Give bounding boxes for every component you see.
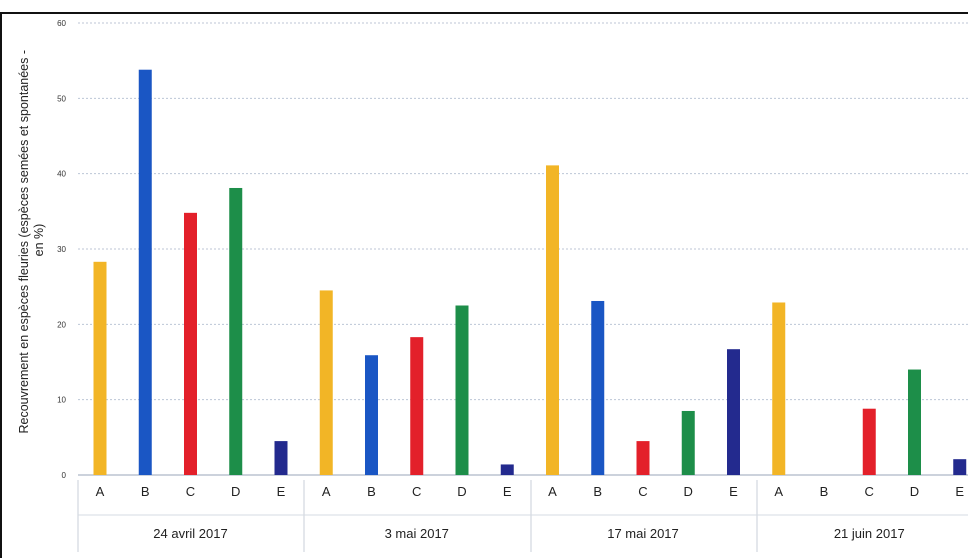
x-category-label-A: A — [548, 484, 557, 499]
bar-3-mai-2017-E — [500, 464, 514, 475]
x-category-label-E: E — [729, 484, 738, 499]
x-group-label: 17 mai 2017 — [607, 526, 679, 541]
bar-21-juin-2017-D — [908, 369, 921, 475]
y-axis-ticks: 0 10 20 30 40 50 60 — [57, 19, 66, 480]
y-tick-label-20: 20 — [57, 320, 66, 329]
bar-24-avril-2017-E — [274, 441, 288, 475]
x-category-label-C: C — [186, 484, 195, 499]
bar-17-mai-2017-A — [546, 165, 559, 475]
x-group-labels: 24 avril 2017 3 mai 2017 17 mai 2017 21 jui… — [77, 480, 968, 552]
y-tick-label-40: 40 — [57, 170, 66, 179]
y-tick-label-50: 50 — [57, 94, 66, 103]
bar-24-avril-2017-B — [138, 69, 152, 475]
bar-21-juin-2017-E — [953, 459, 967, 475]
bar-24-avril-2017-A — [93, 261, 107, 475]
bar-21-juin-2017-C — [862, 408, 876, 475]
x-group-label: 21 juin 2017 — [834, 526, 905, 541]
bar-24-avril-2017-C — [184, 212, 197, 475]
bar-17-mai-2017-E — [727, 349, 740, 475]
bar-24-avril-2017-D — [229, 187, 243, 476]
x-category-label-D: D — [910, 484, 919, 499]
bar-17-mai-2017-C — [636, 441, 650, 475]
y-axis-label-line2: en %) — [32, 224, 46, 257]
bar-17-mai-2017-B — [591, 300, 605, 475]
x-category-label-D: D — [231, 484, 240, 499]
x-group-label: 24 avril 2017 — [153, 526, 227, 541]
x-category-label-C: C — [638, 484, 647, 499]
x-category-label-E: E — [277, 484, 286, 499]
bar-3-mai-2017-D — [455, 305, 469, 475]
x-category-label-A: A — [96, 484, 105, 499]
x-category-label-E: E — [955, 484, 964, 499]
x-category-label-A: A — [774, 484, 783, 499]
gridlines — [78, 22, 968, 476]
x-category-label-E: E — [503, 484, 512, 499]
x-category-label-B: B — [141, 484, 150, 499]
y-axis-label: Recouvrement en espèces fleuries (espèce… — [17, 46, 46, 433]
bars — [93, 69, 967, 476]
x-category-label-B: B — [593, 484, 602, 499]
x-group-label: 3 mai 2017 — [385, 526, 449, 541]
x-category-label-A: A — [322, 484, 331, 499]
x-category-label-D: D — [457, 484, 466, 499]
y-axis-label-line1: Recouvrement en espèces fleuries (espèce… — [17, 50, 31, 434]
x-category-label-B: B — [820, 484, 829, 499]
y-tick-label-30: 30 — [57, 245, 66, 254]
x-category-label-C: C — [865, 484, 874, 499]
x-category-label-C: C — [412, 484, 421, 499]
y-tick-label-10: 10 — [57, 396, 66, 405]
bar-3-mai-2017-B — [365, 355, 378, 475]
bar-21-juin-2017-A — [772, 302, 786, 475]
x-category-label-D: D — [684, 484, 693, 499]
y-tick-label-60: 60 — [57, 19, 66, 28]
bar-3-mai-2017-A — [319, 290, 333, 475]
x-category-label-B: B — [367, 484, 376, 499]
y-tick-label-0: 0 — [62, 471, 67, 480]
bar-17-mai-2017-D — [681, 410, 695, 475]
bar-3-mai-2017-C — [410, 337, 424, 475]
